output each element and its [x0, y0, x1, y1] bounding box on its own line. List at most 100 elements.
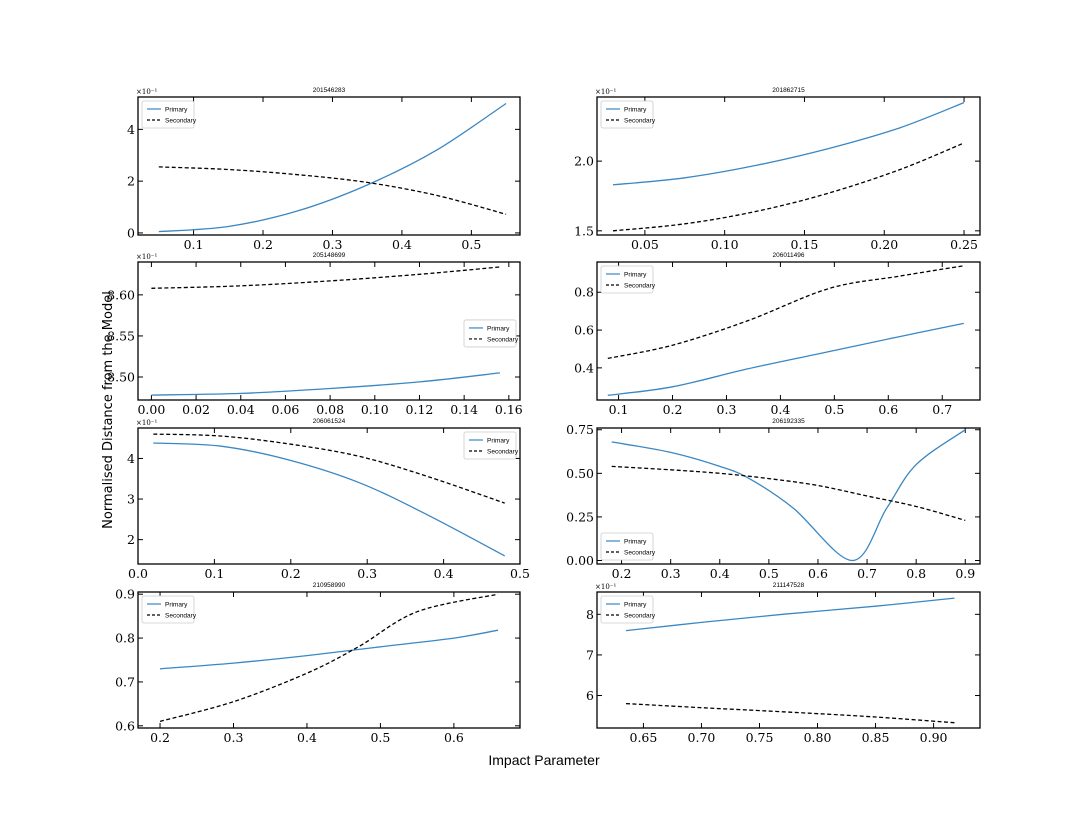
x-tick-label: 0.8 — [906, 566, 926, 581]
x-tick-label: 0.3 — [717, 402, 737, 417]
y-tick-label: 1.5 — [574, 223, 594, 238]
axes-frame — [596, 591, 981, 729]
legend-label: Primary — [487, 325, 510, 332]
legend: Primary Secondary — [600, 532, 656, 561]
x-tick-label: 0.5 — [370, 730, 390, 745]
x-tick-label: 0.04 — [227, 402, 255, 417]
y-tick-label: 2 — [127, 174, 135, 189]
chart-title: 210958990 — [313, 582, 346, 589]
chart-panel-8: 211147528 ×10⁻¹ 0.65 0.70 0.75 0.80 0.85 0.90 6 7… — [586, 582, 981, 745]
x-tick-label: 0.12 — [406, 402, 434, 417]
series-line-secondary — [607, 265, 964, 360]
legend: Primary Secondary — [600, 100, 656, 129]
x-tick-label: 0.1 — [204, 566, 224, 581]
x-tick-label: 0.5 — [510, 566, 530, 581]
legend-label: Secondary — [624, 613, 656, 620]
axes-frame — [596, 261, 981, 401]
chart-panel-1: 201546283 ×10⁻¹ 0.1 0.2 0.3 0.4 0.5 0 2 4 Primary S… — [127, 87, 521, 252]
x-tick-label: 0.9 — [955, 566, 975, 581]
series-line-primary — [607, 322, 964, 396]
legend-box — [600, 265, 654, 294]
legend-box — [600, 100, 654, 129]
x-tick-label: 0.7 — [857, 566, 877, 581]
y-tick-label: 3 — [127, 492, 135, 507]
x-tick-label: 0.08 — [316, 402, 344, 417]
x-tick-label: 0.05 — [631, 237, 659, 252]
x-tick-label: 0.2 — [663, 402, 683, 417]
legend-box — [463, 431, 517, 460]
axes-frame — [596, 427, 981, 565]
y-tick-label: 7 — [586, 647, 594, 662]
legend-box — [141, 100, 195, 129]
y-tick-label: 0.50 — [566, 466, 594, 481]
chart-title: 211147528 — [773, 582, 805, 589]
legend-box — [600, 532, 654, 561]
series-line-primary — [151, 372, 500, 396]
legend-box — [141, 595, 195, 624]
y-tick-label: 0.7 — [115, 674, 135, 689]
y-tick-label: 8.50 — [107, 370, 135, 385]
series-line-primary — [153, 442, 506, 557]
y-tick-label: 8.55 — [107, 328, 135, 343]
series-line-primary — [611, 429, 966, 562]
legend-box — [463, 319, 517, 348]
x-tick-label: 0.70 — [688, 730, 716, 745]
x-tick-label: 0.6 — [878, 402, 898, 417]
legend-label: Secondary — [624, 118, 656, 125]
x-tick-label: 0.3 — [323, 237, 343, 252]
chart-title: 206192335 — [772, 418, 805, 425]
series-line-secondary — [153, 433, 505, 504]
chart-panel-7: 210958990 0.2 0.3 0.4 0.5 0.6 0.6 0.7 0.8 0.9 Prim… — [115, 582, 521, 745]
x-tick-label: 0.4 — [710, 566, 730, 581]
legend-label: Secondary — [165, 613, 197, 620]
y-tick-label: 2.0 — [574, 154, 594, 169]
legend-label: Secondary — [624, 283, 656, 290]
legend: Primary Secondary — [141, 100, 197, 129]
axes-frame — [596, 96, 981, 236]
x-tick-label: 0.3 — [357, 566, 377, 581]
chart-title: 206011496 — [772, 252, 804, 259]
series-line-secondary — [151, 266, 500, 289]
x-tick-label: 0.2 — [281, 566, 301, 581]
series-line-secondary — [611, 465, 966, 522]
series-line-primary — [625, 597, 955, 632]
y-axis-title: Normalised Distance from the Model — [101, 291, 116, 529]
series-line-secondary — [625, 702, 955, 724]
axes-frame — [137, 96, 521, 236]
axis-exponent-label: ×10⁻¹ — [136, 253, 157, 261]
legend-label: Primary — [624, 602, 647, 609]
legend: Primary Secondary — [141, 595, 197, 624]
y-tick-label: 0.6 — [115, 718, 135, 733]
legend: Primary Secondary — [600, 265, 656, 294]
x-tick-label: 0.5 — [824, 402, 844, 417]
x-tick-label: 0.15 — [791, 237, 819, 252]
axes-frame — [137, 261, 521, 401]
x-tick-label: 0.2 — [253, 237, 273, 252]
x-tick-label: 0.5 — [759, 566, 779, 581]
x-tick-label: 0.06 — [272, 402, 300, 417]
chart-panel-6: 206192335 0.2 0.3 0.4 0.5 0.6 0.7 0.8 0.9 0.00 0.2… — [566, 418, 981, 581]
y-tick-label: 2 — [127, 532, 135, 547]
y-tick-label: 0.8 — [115, 631, 135, 646]
x-tick-label: 0.1 — [609, 402, 629, 417]
x-tick-label: 0.4 — [297, 730, 317, 745]
x-tick-label: 0.65 — [630, 730, 658, 745]
chart-panel-2: 201862715 ×10⁻¹ 0.05 0.10 0.15 0.20 0.25 1.5 2.0… — [574, 87, 981, 252]
legend-label: Secondary — [165, 118, 197, 125]
y-tick-label: 0.9 — [115, 587, 135, 602]
legend-label: Primary — [624, 107, 647, 114]
y-tick-label: 0.25 — [566, 509, 594, 524]
legend-label: Primary — [624, 539, 647, 546]
x-tick-label: 0.1 — [184, 237, 204, 252]
x-tick-label: 0.00 — [137, 402, 165, 417]
x-tick-label: 0.10 — [361, 402, 389, 417]
y-tick-label: 0 — [127, 225, 135, 240]
legend: Primary Secondary — [463, 431, 519, 460]
x-tick-label: 0.5 — [461, 237, 481, 252]
x-tick-label: 0.14 — [450, 402, 478, 417]
chart-panel-3: 205148699 ×10⁻¹ 0.00 0.02 0.04 0.06 0.08 0.10 0.… — [107, 252, 523, 417]
x-tick-label: 0.6 — [444, 730, 464, 745]
x-tick-label: 0.85 — [862, 730, 890, 745]
x-tick-label: 0.20 — [870, 237, 898, 252]
